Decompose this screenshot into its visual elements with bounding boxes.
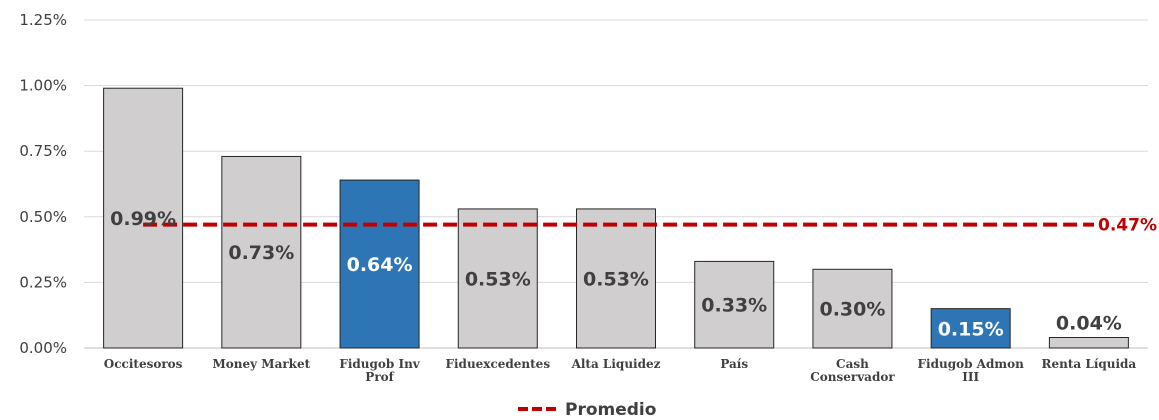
bar <box>930 308 1011 349</box>
data-label: 0.64% <box>347 254 413 276</box>
y-tick-label: 0.25% <box>19 273 67 291</box>
x-tick-label: Prof <box>365 370 394 384</box>
bar <box>457 208 538 349</box>
bar <box>576 208 656 349</box>
x-tick-label: Fidugob Admon <box>918 357 1025 371</box>
bar <box>694 260 775 349</box>
x-tick-label: Renta Líquida <box>1042 357 1137 371</box>
x-tick-label: Fidugob Inv <box>339 357 420 371</box>
data-label: 0.73% <box>228 242 294 264</box>
data-label: 0.33% <box>701 295 767 317</box>
x-tick-label: Fiduexcedentes <box>445 357 550 371</box>
x-tick-label: Occitesoros <box>104 357 183 371</box>
legend-label: Promedio <box>565 400 656 420</box>
x-tick-label: Cash <box>836 357 869 371</box>
bar <box>1048 337 1129 349</box>
x-tick-label: País <box>720 357 748 371</box>
average-label: 0.47% <box>1098 216 1157 236</box>
data-label: 0.30% <box>819 299 885 321</box>
bar <box>103 87 184 349</box>
data-label: 0.15% <box>938 318 1004 340</box>
x-tick-label: Money Market <box>212 357 310 371</box>
x-tick-label: Conservador <box>810 370 895 384</box>
y-tick-label: 0.00% <box>19 339 67 357</box>
y-tick-label: 1.00% <box>19 77 67 95</box>
data-label: 0.53% <box>465 268 531 290</box>
data-label: 0.04% <box>1056 313 1122 335</box>
y-tick-label: 0.75% <box>19 142 67 160</box>
bar <box>812 268 893 349</box>
x-tick-label: Alta Liquidez <box>571 357 661 371</box>
bar <box>339 179 420 349</box>
y-tick-label: 0.50% <box>19 208 67 226</box>
y-tick-label: 1.25% <box>19 11 67 29</box>
bar <box>221 155 302 349</box>
data-label: 0.53% <box>583 268 649 290</box>
x-tick-label: III <box>962 370 979 384</box>
data-label: 0.99% <box>110 208 176 230</box>
